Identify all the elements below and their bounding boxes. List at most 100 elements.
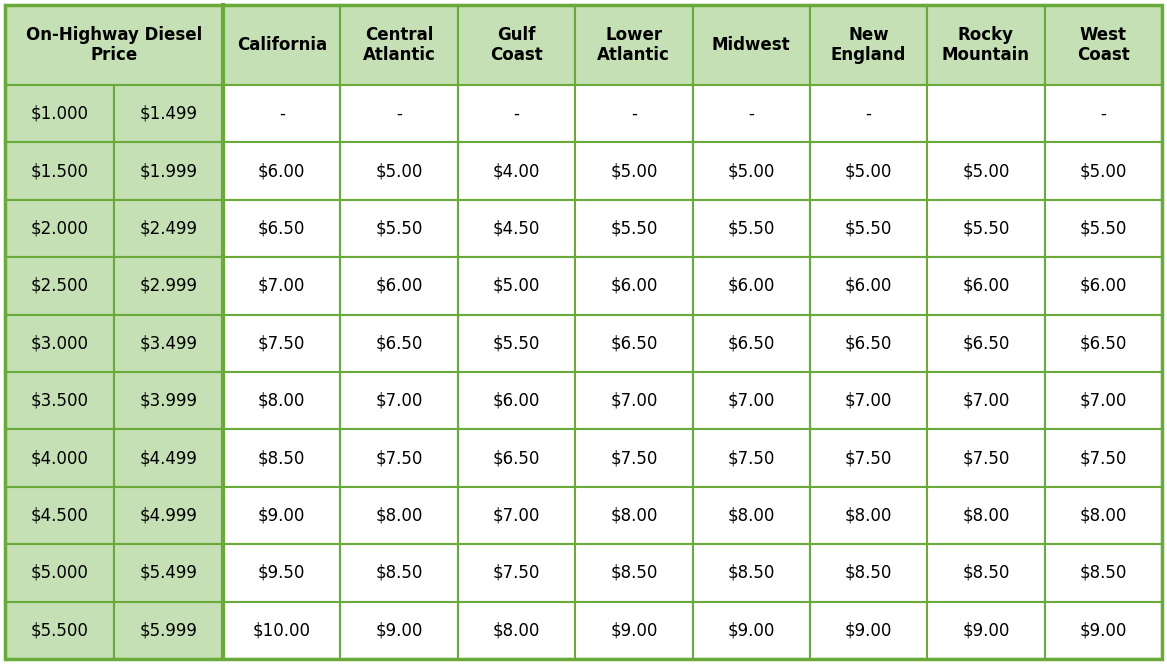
- Bar: [575, 315, 692, 372]
- Bar: [928, 602, 1044, 659]
- Bar: [341, 200, 457, 257]
- Text: $7.50: $7.50: [727, 449, 775, 467]
- Text: On-Highway Diesel
Price: On-Highway Diesel Price: [26, 26, 202, 64]
- Text: $1.499: $1.499: [140, 105, 197, 123]
- Text: $8.50: $8.50: [610, 564, 657, 582]
- Text: $6.50: $6.50: [1079, 334, 1127, 353]
- Bar: [575, 5, 692, 85]
- Text: $5.500: $5.500: [30, 622, 89, 639]
- Bar: [5, 315, 114, 372]
- Text: $7.50: $7.50: [492, 564, 540, 582]
- Bar: [341, 315, 457, 372]
- Bar: [5, 544, 114, 602]
- Bar: [928, 315, 1044, 372]
- Bar: [5, 200, 114, 257]
- Bar: [575, 85, 692, 142]
- Text: $3.000: $3.000: [30, 334, 89, 353]
- Text: $8.50: $8.50: [963, 564, 1009, 582]
- Bar: [341, 372, 457, 430]
- Text: $7.50: $7.50: [845, 449, 893, 467]
- Text: -: -: [866, 105, 872, 123]
- Bar: [114, 85, 223, 142]
- Bar: [692, 257, 810, 315]
- Bar: [341, 487, 457, 544]
- Bar: [5, 487, 114, 544]
- Text: $4.499: $4.499: [140, 449, 197, 467]
- Bar: [1044, 430, 1162, 487]
- Bar: [1044, 85, 1162, 142]
- Bar: [223, 602, 341, 659]
- Text: $7.00: $7.00: [1079, 392, 1127, 410]
- Text: $7.00: $7.00: [376, 392, 422, 410]
- Text: $5.50: $5.50: [376, 220, 422, 238]
- Bar: [341, 5, 457, 85]
- Text: $6.50: $6.50: [492, 449, 540, 467]
- Text: $8.50: $8.50: [376, 564, 422, 582]
- Text: $2.999: $2.999: [140, 277, 197, 295]
- Bar: [457, 602, 575, 659]
- Bar: [928, 142, 1044, 200]
- Text: $7.00: $7.00: [963, 392, 1009, 410]
- Bar: [810, 487, 928, 544]
- Bar: [692, 142, 810, 200]
- Bar: [1044, 142, 1162, 200]
- Bar: [692, 372, 810, 430]
- Text: California: California: [237, 36, 327, 54]
- Text: -: -: [513, 105, 519, 123]
- Bar: [223, 487, 341, 544]
- Text: $4.500: $4.500: [30, 507, 89, 525]
- Text: $7.00: $7.00: [258, 277, 306, 295]
- Text: $7.00: $7.00: [492, 507, 540, 525]
- Text: $5.999: $5.999: [140, 622, 197, 639]
- Text: $9.00: $9.00: [610, 622, 657, 639]
- Bar: [928, 200, 1044, 257]
- Bar: [692, 487, 810, 544]
- Text: $1.000: $1.000: [30, 105, 89, 123]
- Bar: [5, 430, 114, 487]
- Bar: [810, 5, 928, 85]
- Bar: [692, 200, 810, 257]
- Bar: [457, 85, 575, 142]
- Text: $8.00: $8.00: [492, 622, 540, 639]
- Text: $5.00: $5.00: [727, 162, 775, 180]
- Text: $6.50: $6.50: [963, 334, 1009, 353]
- Text: $4.000: $4.000: [30, 449, 89, 467]
- Text: $5.00: $5.00: [610, 162, 657, 180]
- Bar: [1044, 5, 1162, 85]
- Text: $5.50: $5.50: [610, 220, 657, 238]
- Bar: [114, 544, 223, 602]
- Text: -: -: [748, 105, 754, 123]
- Text: $8.50: $8.50: [258, 449, 306, 467]
- Bar: [5, 372, 114, 430]
- Text: $9.00: $9.00: [845, 622, 893, 639]
- Bar: [114, 142, 223, 200]
- Bar: [928, 544, 1044, 602]
- Bar: [114, 200, 223, 257]
- Bar: [575, 200, 692, 257]
- Text: $6.50: $6.50: [258, 220, 306, 238]
- Bar: [5, 85, 114, 142]
- Text: $8.00: $8.00: [845, 507, 893, 525]
- Bar: [223, 85, 341, 142]
- Bar: [928, 372, 1044, 430]
- Text: $7.50: $7.50: [258, 334, 306, 353]
- Bar: [692, 430, 810, 487]
- Bar: [341, 257, 457, 315]
- Bar: [223, 372, 341, 430]
- Text: $5.50: $5.50: [727, 220, 775, 238]
- Bar: [928, 487, 1044, 544]
- Text: Gulf
Coast: Gulf Coast: [490, 26, 543, 64]
- Text: $3.499: $3.499: [140, 334, 197, 353]
- Bar: [575, 487, 692, 544]
- Bar: [114, 372, 223, 430]
- Bar: [575, 602, 692, 659]
- Bar: [457, 487, 575, 544]
- Text: $5.00: $5.00: [845, 162, 893, 180]
- Text: $5.00: $5.00: [492, 277, 540, 295]
- Text: $9.00: $9.00: [963, 622, 1009, 639]
- Text: $7.50: $7.50: [1079, 449, 1127, 467]
- Text: $8.00: $8.00: [610, 507, 657, 525]
- Text: $4.50: $4.50: [492, 220, 540, 238]
- Text: $8.50: $8.50: [845, 564, 893, 582]
- Bar: [457, 372, 575, 430]
